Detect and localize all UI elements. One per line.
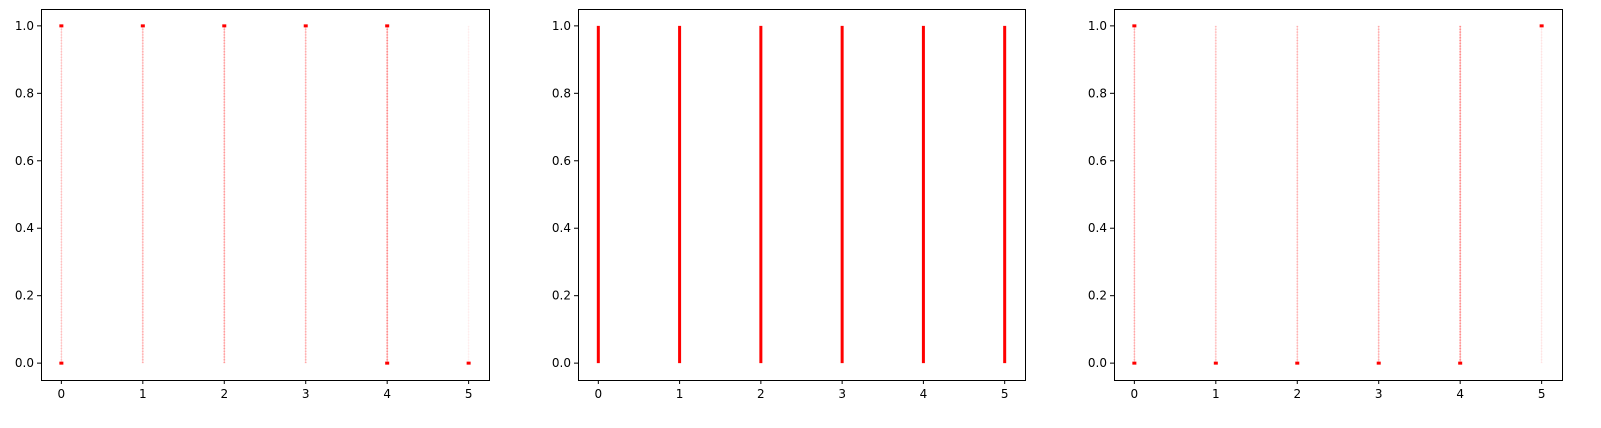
axes-frame: [578, 9, 1026, 381]
point-cluster-x1-y0: [1213, 361, 1218, 365]
point-cluster-x1-y1: [140, 24, 145, 28]
plot-panel-2: 0 1 2 3 4 5 0.0 0.2 0.4 0.6 0.8 1.0: [552, 9, 1026, 401]
plot-panel-1: 0 1 2 3 4 5 0.0 0.2 0.4 0.6 0.8 1.0: [15, 9, 490, 401]
x-tick-label: 3: [1375, 387, 1383, 401]
y-tick-label: 0.6: [552, 154, 571, 168]
y-tick-label: 0.0: [1088, 356, 1107, 370]
y-tick-label: 0.8: [552, 86, 571, 100]
point-cluster-x5-y1: [1539, 24, 1544, 28]
x-tick-label: 1: [1212, 387, 1220, 401]
x-tick-label: 0: [594, 387, 602, 401]
point-cluster-x0-y0: [59, 361, 64, 365]
x-tick-label: 4: [920, 387, 928, 401]
x-tick-label: 4: [383, 387, 391, 401]
y-tick-label: 1.0: [552, 19, 571, 33]
x-tick-label: 0: [1131, 387, 1139, 401]
point-cluster-x0-y1: [59, 24, 64, 28]
y-tick-label: 0.4: [552, 221, 571, 235]
y-tick-label: 0.0: [552, 356, 571, 370]
x-tick-label: 5: [465, 387, 473, 401]
axes-frame: [41, 9, 490, 381]
y-tick-label: 1.0: [15, 19, 34, 33]
y-tick-label: 0.8: [15, 86, 34, 100]
axes-frame: [1114, 9, 1563, 381]
point-cluster-x0-y0: [1132, 361, 1137, 365]
x-tick-label: 0: [58, 387, 66, 401]
x-tick-label: 3: [838, 387, 846, 401]
y-tick-label: 1.0: [1088, 19, 1107, 33]
x-tick-label: 4: [1456, 387, 1464, 401]
x-tick-label: 1: [139, 387, 147, 401]
y-tick-label: 0.4: [1088, 221, 1107, 235]
x-tick-label: 2: [757, 387, 765, 401]
y-tick-label: 0.6: [15, 154, 34, 168]
point-cluster-x3-y0: [1376, 361, 1381, 365]
y-tick-label: 0.2: [552, 289, 571, 303]
point-cluster-x2-y1: [222, 24, 227, 28]
x-tick-label: 2: [1293, 387, 1301, 401]
point-cluster-x4-y0: [1458, 361, 1463, 365]
y-tick-label: 0.0: [15, 356, 34, 370]
point-cluster-x5-y0: [466, 361, 471, 365]
x-tick-label: 2: [220, 387, 228, 401]
point-cluster-x3-y1: [303, 24, 308, 28]
x-tick-label: 5: [1001, 387, 1009, 401]
y-tick-label: 0.6: [1088, 154, 1107, 168]
point-cluster-x0-y1: [1132, 24, 1137, 28]
x-tick-label: 1: [676, 387, 684, 401]
point-cluster-x2-y0: [1295, 361, 1300, 365]
y-tick-label: 0.2: [1088, 289, 1107, 303]
x-tick-label: 3: [302, 387, 310, 401]
point-cluster-x4-y0: [385, 361, 390, 365]
y-tick-label: 0.4: [15, 221, 34, 235]
x-tick-label: 5: [1538, 387, 1546, 401]
plot-panel-3: 0 1 2 3 4 5 0.0 0.2 0.4 0.6 0.8 1.0: [1088, 9, 1563, 401]
point-cluster-x4-y1: [385, 24, 390, 28]
y-tick-label: 0.8: [1088, 86, 1107, 100]
y-tick-label: 0.2: [15, 289, 34, 303]
